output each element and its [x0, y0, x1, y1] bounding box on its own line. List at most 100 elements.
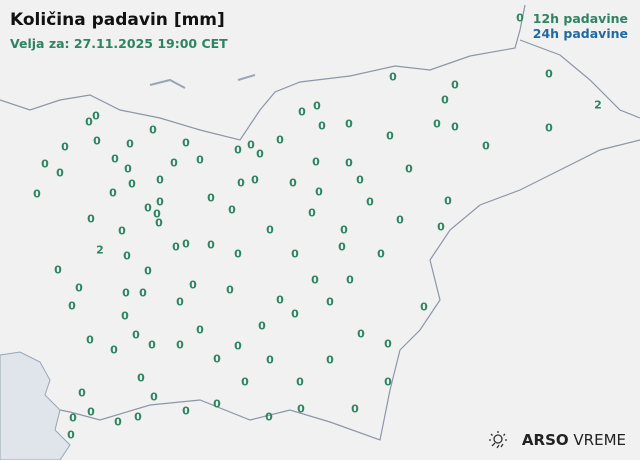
station-value: 0	[114, 415, 122, 429]
station-value: 2	[96, 243, 104, 257]
station-value: 0	[207, 191, 215, 205]
station-value: 0	[241, 375, 249, 389]
station-value: 0	[61, 140, 69, 154]
station-value: 0	[126, 137, 134, 151]
station-value: 0	[312, 155, 320, 169]
station-value: 0	[451, 120, 459, 134]
station-value: 0	[150, 390, 158, 404]
station-value: 0	[340, 223, 348, 237]
station-value: 0	[291, 247, 299, 261]
station-value: 0	[182, 237, 190, 251]
sea	[0, 351, 71, 460]
station-value: 0	[123, 249, 131, 263]
station-value: 0	[148, 338, 156, 352]
legend-12h: 12h padavine	[532, 11, 628, 26]
station-value: 0	[326, 353, 334, 367]
station-value: 0	[137, 371, 145, 385]
station-value: 0	[93, 134, 101, 148]
station-value: 0	[124, 162, 132, 176]
station-value: 0	[213, 397, 221, 411]
valid-time: Velja za: 27.11.2025 19:00 CET	[10, 36, 228, 51]
station-value: 0	[266, 223, 274, 237]
station-value: 2	[594, 98, 602, 112]
station-value: 0	[298, 105, 306, 119]
station-value: 0	[92, 109, 100, 123]
station-value: 0	[251, 173, 259, 187]
station-value: 0	[345, 117, 353, 131]
station-value: 0	[276, 133, 284, 147]
country-border	[0, 4, 640, 441]
station-value: 0	[437, 220, 445, 234]
station-value: 0	[182, 136, 190, 150]
station-value: 0	[444, 194, 452, 208]
station-value: 0	[182, 404, 190, 418]
station-value: 0	[155, 216, 163, 230]
brand-rest: VREME	[573, 431, 626, 449]
station-value: 0	[346, 273, 354, 287]
station-value: 0	[482, 139, 490, 153]
station-value: 0	[405, 162, 413, 176]
station-value: 0	[237, 176, 245, 190]
station-value: 0	[384, 375, 392, 389]
station-value: 0	[153, 207, 161, 221]
station-value: 0	[266, 353, 274, 367]
station-value: 0	[196, 323, 204, 337]
station-value: 0	[289, 176, 297, 190]
station-value: 0	[258, 319, 266, 333]
station-value: 0	[128, 177, 136, 191]
station-value: 0	[234, 339, 242, 353]
station-value: 0	[234, 247, 242, 261]
station-value: 0	[296, 375, 304, 389]
station-value: 0	[41, 157, 49, 171]
station-value: 0	[134, 410, 142, 424]
station-value: 0	[87, 405, 95, 419]
station-value: 0	[144, 201, 152, 215]
station-value: 0	[318, 119, 326, 133]
station-value: 0	[516, 11, 524, 25]
map-title: Količina padavin [mm]	[10, 10, 225, 30]
station-value: 0	[176, 295, 184, 309]
sun-rain-icon	[488, 431, 507, 449]
lake	[149, 78, 186, 89]
station-value: 0	[326, 295, 334, 309]
station-value: 0	[172, 240, 180, 254]
station-value: 0	[118, 224, 126, 238]
station-value: 0	[132, 328, 140, 342]
station-value: 0	[420, 300, 428, 314]
station-value: 0	[228, 203, 236, 217]
station-value: 0	[85, 115, 93, 129]
station-value: 0	[121, 309, 129, 323]
station-value: 0	[256, 147, 264, 161]
brand-bold: ARSO	[521, 431, 569, 449]
station-value: 0	[356, 173, 364, 187]
station-value: 0	[366, 195, 374, 209]
station-value: 0	[149, 123, 157, 137]
station-value: 0	[54, 263, 62, 277]
station-value: 0	[176, 338, 184, 352]
station-value: 0	[311, 273, 319, 287]
station-value: 0	[122, 286, 130, 300]
station-value: 0	[313, 99, 321, 113]
station-value: 0	[156, 173, 164, 187]
station-value: 0	[75, 281, 83, 295]
station-value: 0	[207, 238, 215, 252]
station-value: 0	[86, 333, 94, 347]
station-value: 0	[386, 129, 394, 143]
station-value: 0	[384, 337, 392, 351]
station-value: 0	[308, 206, 316, 220]
station-value: 0	[545, 67, 553, 81]
station-value: 0	[315, 185, 323, 199]
arso-logo: ARSO VREME	[488, 431, 626, 449]
station-value: 0	[67, 428, 75, 442]
station-value: 0	[111, 152, 119, 166]
station-value: 0	[189, 278, 197, 292]
station-value: 0	[389, 70, 397, 84]
lake	[237, 74, 256, 81]
station-value: 0	[109, 186, 117, 200]
station-value: 0	[56, 166, 64, 180]
station-value: 0	[110, 343, 118, 357]
station-value: 0	[144, 264, 152, 278]
station-value: 0	[441, 93, 449, 107]
station-value: 0	[338, 240, 346, 254]
station-value: 0	[297, 402, 305, 416]
